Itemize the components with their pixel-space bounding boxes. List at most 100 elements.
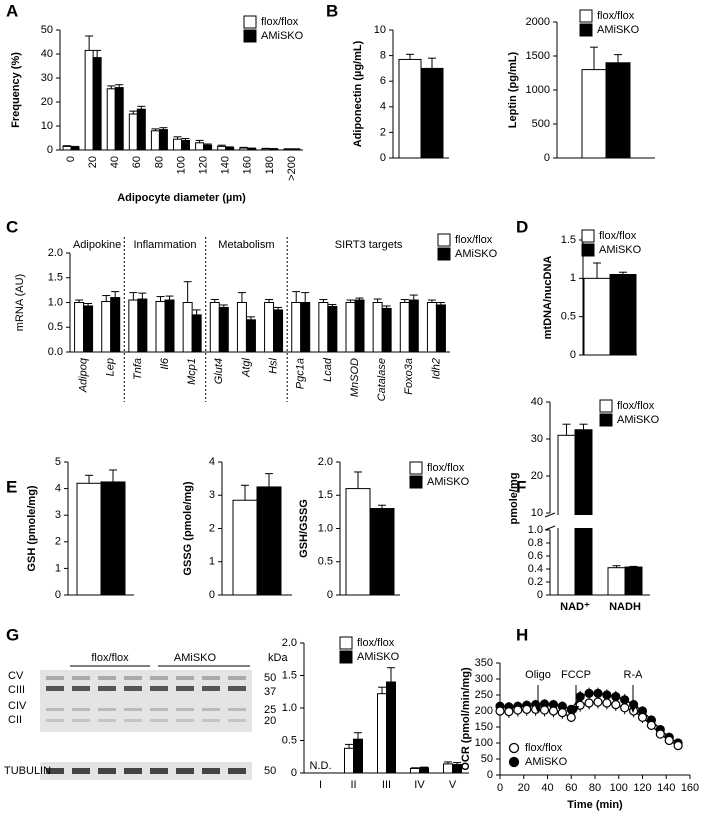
bar	[155, 301, 166, 353]
break-mark	[544, 512, 556, 518]
legend-label: flox/flox	[261, 16, 299, 28]
x-tick-label: Lep	[105, 358, 117, 376]
bar	[181, 139, 190, 151]
bar	[452, 764, 462, 774]
blot-membrane	[40, 670, 252, 732]
panel-letter: H	[516, 625, 528, 644]
x-tick-label: Glut4	[213, 358, 225, 384]
y-axis-label: GSH (pmole/mg)	[26, 485, 38, 572]
bar	[381, 307, 392, 353]
y-tick-label: 150	[475, 721, 493, 733]
legend-label: flox/flox	[455, 234, 493, 246]
bar	[173, 138, 182, 151]
legend-swatch	[409, 475, 423, 489]
point	[557, 707, 567, 718]
x-tick-label: 20	[87, 156, 99, 168]
y-tick-label: 4	[209, 456, 215, 468]
bar	[269, 148, 279, 151]
y-tick-label: 0.2	[528, 576, 543, 588]
y-tick-label: 350	[475, 657, 493, 669]
point	[504, 707, 514, 717]
point	[611, 699, 621, 710]
y-axis-label: GSH/GSSG	[298, 499, 310, 558]
bar	[150, 130, 160, 151]
legend-label: AMiSKO	[599, 244, 642, 256]
legend-label: AMiSKO	[525, 756, 568, 768]
legend-label: AMiSKO	[455, 248, 498, 260]
y-axis-label: OCR (pmol/min/mg)	[460, 667, 472, 771]
group-label: Inflammation	[134, 239, 197, 251]
bar	[114, 87, 124, 151]
bar	[217, 145, 227, 151]
x-tick-label: Lcad	[322, 357, 334, 382]
marker-label: 50	[264, 765, 276, 777]
x-tick-label: Adipoq	[77, 357, 89, 393]
y-axis-label: pmole/mg	[508, 473, 520, 525]
y-tick-label: 1.0	[48, 296, 63, 308]
bar	[609, 274, 637, 356]
y-tick-label: 50	[41, 24, 53, 36]
y-tick-label: 1.0	[282, 702, 297, 714]
legend-label: AMiSKO	[597, 24, 640, 36]
legend-label: flox/flox	[525, 742, 563, 754]
x-tick-label: Pgc1a	[295, 358, 307, 389]
x-tick-label: 180	[264, 156, 276, 174]
legend-marker	[508, 756, 520, 768]
marker-label: 20	[264, 715, 276, 727]
x-tick-label: Tnfa	[132, 358, 144, 380]
group-label: Adipokine	[73, 239, 121, 251]
blot-membrane	[40, 762, 252, 780]
marker-label: 25	[264, 704, 276, 716]
bar	[209, 302, 220, 353]
axis-break	[544, 515, 650, 528]
y-tick-label: 0.5	[48, 321, 63, 333]
y-tick-label: 20	[531, 470, 543, 482]
bar	[318, 302, 329, 353]
bar	[84, 49, 94, 151]
x-tick-label: I	[319, 779, 322, 791]
panel-letter: G	[6, 625, 19, 644]
blot-group: AMiSKO	[174, 652, 217, 664]
bar	[261, 148, 271, 151]
point	[637, 712, 648, 723]
bar	[70, 146, 80, 151]
x-tick-label: 160	[681, 782, 699, 794]
legend-swatch	[579, 23, 593, 37]
x-tick-label: V	[449, 779, 457, 791]
bar	[574, 429, 593, 596]
y-tick-label: 0.5	[561, 311, 576, 323]
bar	[291, 302, 302, 353]
x-tick-label: Idh2	[430, 358, 442, 379]
legend-swatch	[437, 233, 451, 247]
y-tick-label: 250	[475, 689, 493, 701]
y-tick-label: 1.5	[282, 669, 297, 681]
y-tick-label: 0	[327, 589, 333, 601]
bar	[239, 147, 249, 151]
bar	[419, 767, 429, 774]
y-tick-label: 30	[531, 433, 543, 445]
panel-letter: F	[516, 477, 526, 496]
bar	[158, 129, 168, 151]
bar	[136, 108, 146, 151]
bar	[232, 499, 258, 596]
y-tick-label: 100	[475, 737, 493, 749]
bar	[327, 305, 338, 353]
panel-letter: B	[326, 1, 338, 20]
arrow-head	[573, 706, 579, 713]
x-tick-label: 160	[242, 156, 254, 174]
bar	[225, 147, 235, 151]
bar	[353, 738, 363, 774]
western-blot: flox/flox AMiSKO kDa CV CIII CIV CII TUB…	[4, 652, 288, 780]
arrow-head	[535, 706, 541, 713]
point	[522, 704, 532, 715]
legend-swatch	[599, 399, 613, 413]
bar	[345, 302, 356, 353]
bar	[74, 302, 85, 353]
bar	[83, 305, 94, 353]
point	[495, 706, 505, 716]
bar	[291, 148, 301, 151]
y-tick-label: 0	[544, 152, 550, 164]
point	[548, 706, 559, 716]
y-tick-label: 2000	[526, 16, 550, 28]
legend-label: flox/flox	[357, 637, 395, 649]
